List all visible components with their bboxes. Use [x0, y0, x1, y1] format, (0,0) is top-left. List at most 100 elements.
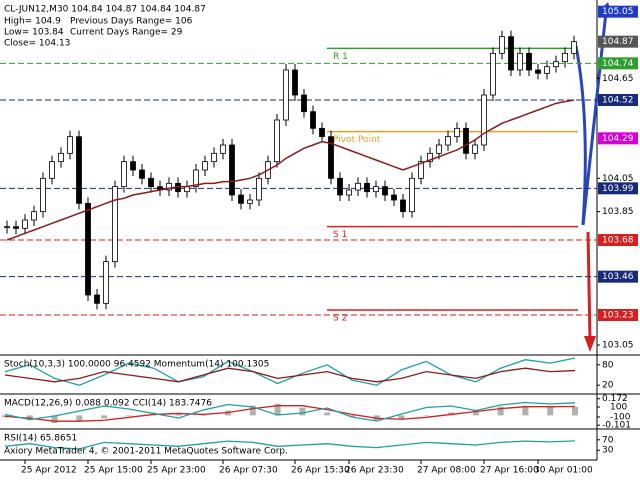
candle-body	[40, 177, 46, 213]
x-tick-label: 27 Apr 16:00	[480, 466, 539, 476]
candle-body	[67, 136, 73, 154]
level-label: 103.23	[602, 311, 634, 321]
candle-body	[301, 94, 307, 113]
level-box	[598, 5, 638, 18]
y-tick-label: 104.65	[602, 74, 634, 84]
indicator-line	[4, 357, 576, 386]
x-tick-label: 25 Apr 2012	[21, 466, 77, 476]
level-label: 103.46	[602, 272, 634, 282]
y-tick-label: 20	[602, 381, 614, 391]
candle-body	[94, 294, 100, 304]
candle-body	[508, 36, 514, 71]
candle-body	[139, 169, 145, 179]
labels: CL-JUN12,M30 104.84 104.87 104.84 104.87…	[4, 5, 288, 457]
info: High= 104.9	[4, 17, 61, 27]
candle-body	[400, 199, 406, 213]
y-tick-label: 104.05	[602, 174, 634, 184]
histogram-bar	[299, 407, 306, 416]
info: Current Days Range= 29	[70, 28, 183, 38]
level-box	[598, 270, 638, 283]
y2-tick-label: 100	[610, 403, 627, 413]
candle-body	[256, 177, 262, 201]
level-box	[598, 132, 638, 145]
histogram-bar	[249, 405, 256, 416]
candle-body	[112, 186, 118, 263]
arrow	[586, 231, 592, 341]
candle-body	[103, 261, 109, 304]
pivot-label: S 1	[333, 230, 347, 240]
level-label: 104.74	[602, 59, 634, 69]
histogram-bar	[423, 415, 430, 416]
histogram-bar	[200, 415, 207, 416]
candle-body	[292, 69, 298, 96]
candle-body	[499, 36, 505, 54]
histogram-bar	[472, 409, 479, 416]
y-tick-label: 30	[602, 446, 614, 456]
candle-body	[490, 52, 496, 96]
candle-body	[418, 161, 424, 179]
candle-body	[202, 161, 208, 171]
moving-average	[6, 99, 575, 241]
candle-body	[544, 66, 550, 74]
candle-body	[409, 177, 415, 213]
candle-body	[211, 152, 217, 163]
candle-body	[85, 202, 91, 296]
candle-body	[22, 219, 28, 229]
level-box	[598, 182, 638, 195]
candle-body	[166, 182, 172, 191]
level-box	[598, 234, 638, 246]
y-tick-label: 70	[602, 435, 614, 445]
histogram-bar	[324, 412, 331, 416]
histogram-bar	[572, 406, 578, 416]
candle-body	[238, 194, 244, 204]
histogram-bar	[398, 415, 405, 420]
level-box	[598, 35, 638, 48]
x-tick-label: 25 Apr 15:00	[84, 466, 143, 476]
info: Low= 103.84	[4, 28, 64, 38]
candle-body	[562, 52, 568, 63]
level-box	[598, 94, 638, 106]
level-label: 104.52	[602, 96, 634, 106]
indicator-line	[4, 405, 576, 422]
candle-body	[31, 211, 37, 221]
footer: Axiory MetaTrader 4, © 2001-2011 MetaQuo…	[4, 447, 288, 457]
indicator-line	[4, 440, 576, 450]
candle-body	[76, 136, 82, 204]
info: Previous Days Range= 106	[70, 17, 193, 27]
level-label: 104.29	[602, 134, 634, 144]
x-tick-label: 25 Apr 23:00	[147, 466, 206, 476]
pivot-label: Pivot Point	[333, 135, 381, 145]
panel-title: RSI(14) 65.8651	[4, 434, 77, 444]
panel-title: MACD(12,26,9) 0.088 0.092 CCI(14) 183.74…	[4, 399, 212, 409]
level-box	[598, 57, 638, 70]
x-tick-label: 30 Apr 01:00	[534, 466, 593, 476]
candle-body	[121, 161, 127, 188]
info: Close= 104.13	[4, 39, 70, 49]
candle-body	[130, 161, 136, 171]
pivot-label: S 2	[333, 314, 347, 324]
candle-body	[571, 41, 577, 54]
candle-body	[454, 127, 460, 138]
candle-body	[229, 144, 235, 196]
x-tick-label: 26 Apr 15:30	[291, 466, 350, 476]
candle-body	[328, 136, 334, 179]
candle-body	[193, 169, 199, 188]
level-label: 103.99	[602, 184, 634, 194]
candle-body	[373, 186, 379, 193]
indicator-line	[4, 367, 576, 383]
candle-body	[382, 186, 388, 196]
pivot-label: R 1	[333, 52, 348, 62]
histogram-bar	[522, 405, 529, 416]
candle-body	[355, 182, 361, 191]
histogram-bar	[497, 406, 504, 416]
level-label: 103.68	[602, 236, 634, 246]
symbol-line: CL-JUN12,M30 104.84 104.87 104.84 104.87	[4, 5, 206, 15]
candle-body	[247, 199, 253, 204]
candle-body	[364, 182, 370, 193]
candle-body	[472, 144, 478, 154]
arrow-head	[584, 336, 596, 352]
level-box	[598, 309, 638, 321]
candle-body	[445, 136, 451, 146]
panel-title: Stoch(10,3,3) 100.0000 96.4592 Momentum(…	[4, 360, 269, 370]
histogram-bar	[175, 413, 182, 416]
